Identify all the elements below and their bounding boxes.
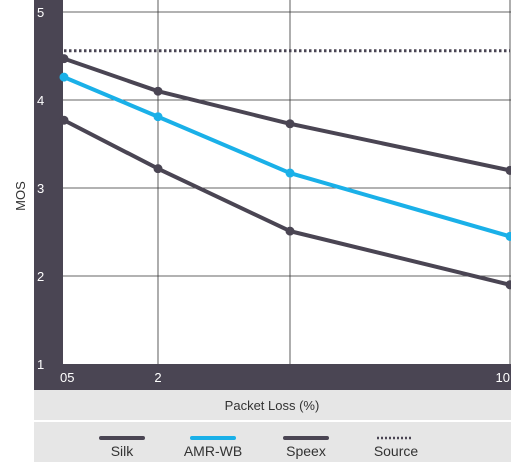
legend-item-speex: Speex [283,436,329,459]
y-tick-label: 5 [37,5,44,20]
y-tick-label: 2 [37,269,44,284]
y-tick-label: 4 [37,93,44,108]
data-point-speex [153,164,163,174]
legend-label: Source [374,443,419,459]
legend: Silk AMR-WB Speex Source [99,436,419,459]
data-point-speex [505,280,511,290]
x-axis-panel [34,364,511,390]
x-tick-label: 05 [60,370,74,385]
x-tick-label: 10 [496,370,510,385]
y-tick-label: 3 [37,181,44,196]
legend-item-amr-wb: AMR-WB [184,436,242,459]
legend-label: Silk [111,443,135,459]
legend-label: AMR-WB [184,443,242,459]
tick-labels: 1 2 3 4 5 05 2 10 [37,5,510,385]
y-axis-panel [34,0,63,390]
series-line-speex [62,118,511,287]
y-axis-title: MOS [13,181,28,211]
x-axis-title: Packet Loss (%) [225,398,320,413]
x-axis-title-band [34,390,511,420]
legend-label: Speex [286,443,326,459]
data-point-silk [285,119,295,129]
data-point-speex [59,115,69,125]
data-point-silk [59,54,69,64]
data-point-amr-wb [505,231,511,241]
data-point-amr-wb [153,112,163,122]
grid [63,0,511,364]
data-point-amr-wb [285,168,295,178]
data-point-amr-wb [59,72,69,82]
series-group [59,49,511,290]
data-point-silk [505,165,511,175]
series-line-amr-wb [62,75,511,239]
legend-band [34,422,511,462]
data-point-speex [285,226,295,236]
y-tick-label: 1 [37,357,44,372]
legend-item-source: Source [374,436,419,459]
series-line-silk [62,56,511,173]
legend-item-silk: Silk [99,436,145,459]
x-tick-label: 2 [154,370,161,385]
data-point-silk [153,86,163,96]
